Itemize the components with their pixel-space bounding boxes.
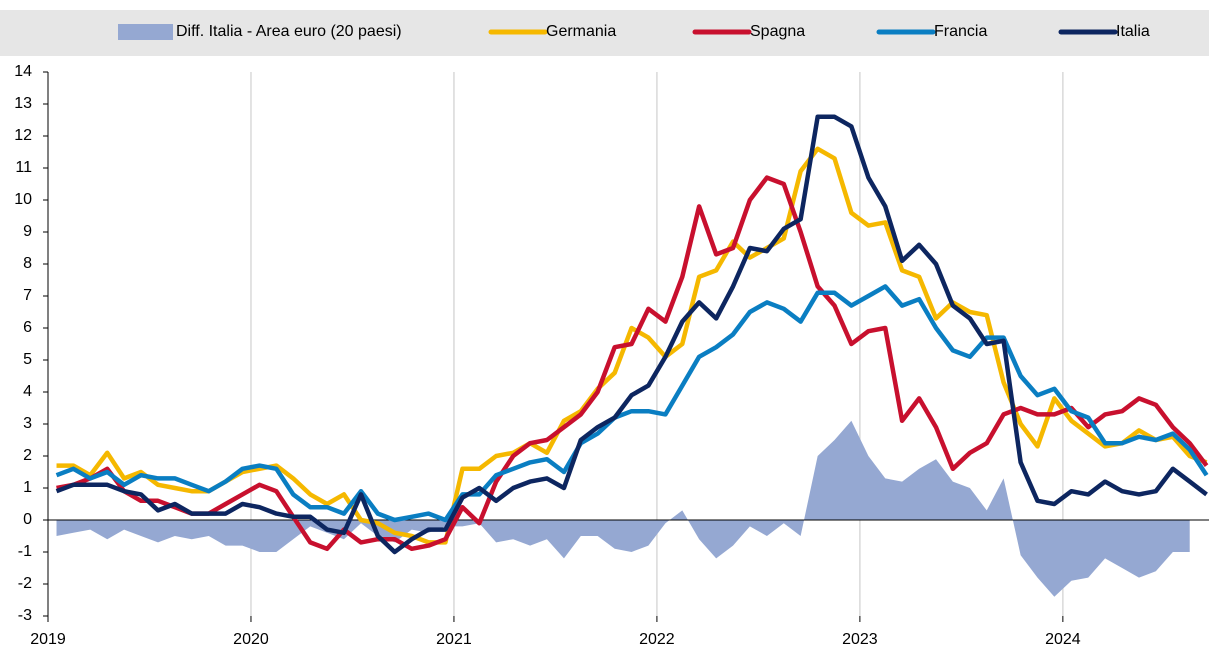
y-tick-label: 11 xyxy=(15,159,32,176)
legend-label: Germania xyxy=(546,23,616,40)
legend-background xyxy=(0,10,1209,56)
x-tick-label: 2023 xyxy=(842,631,878,648)
y-tick-label: 3 xyxy=(23,415,32,432)
legend-label: Italia xyxy=(1116,23,1150,40)
area xyxy=(56,420,1190,597)
y-tick-label: 7 xyxy=(23,287,32,304)
y-tick-label: 9 xyxy=(23,223,32,240)
y-tick-label: 0 xyxy=(23,511,32,528)
x-tick-label: 2019 xyxy=(30,631,66,648)
y-tick-label: 10 xyxy=(14,191,32,208)
legend: Diff. Italia - Area euro (20 paesi) Germa… xyxy=(118,23,1150,40)
legend-label: Francia xyxy=(934,23,987,40)
y-tick-label: 2 xyxy=(23,447,32,464)
x-tick-label: 2024 xyxy=(1045,631,1081,648)
legend-label: Diff. Italia - Area euro (20 paesi) xyxy=(176,23,402,40)
x-tick-label: 2020 xyxy=(233,631,269,648)
y-tick-label: 4 xyxy=(23,383,32,400)
y-tick-label: 12 xyxy=(14,127,32,144)
y-tick-label: -1 xyxy=(18,543,32,560)
y-tick-label: 8 xyxy=(23,255,32,272)
legend-label: Spagna xyxy=(750,23,805,40)
legend-swatch xyxy=(118,24,173,40)
y-tick-label: 13 xyxy=(14,95,32,112)
y-tick-label: 5 xyxy=(23,351,32,368)
y-tick-label: 14 xyxy=(14,63,32,80)
x-tick-label: 2021 xyxy=(436,631,472,648)
line xyxy=(55,284,1209,523)
x-tick-label: 2022 xyxy=(639,631,675,648)
y-tick-label: 1 xyxy=(23,479,32,496)
line xyxy=(55,114,1208,555)
y-tick-label: -3 xyxy=(18,607,32,624)
y-tick-label: -2 xyxy=(18,575,32,592)
y-tick-label: 6 xyxy=(23,319,32,336)
